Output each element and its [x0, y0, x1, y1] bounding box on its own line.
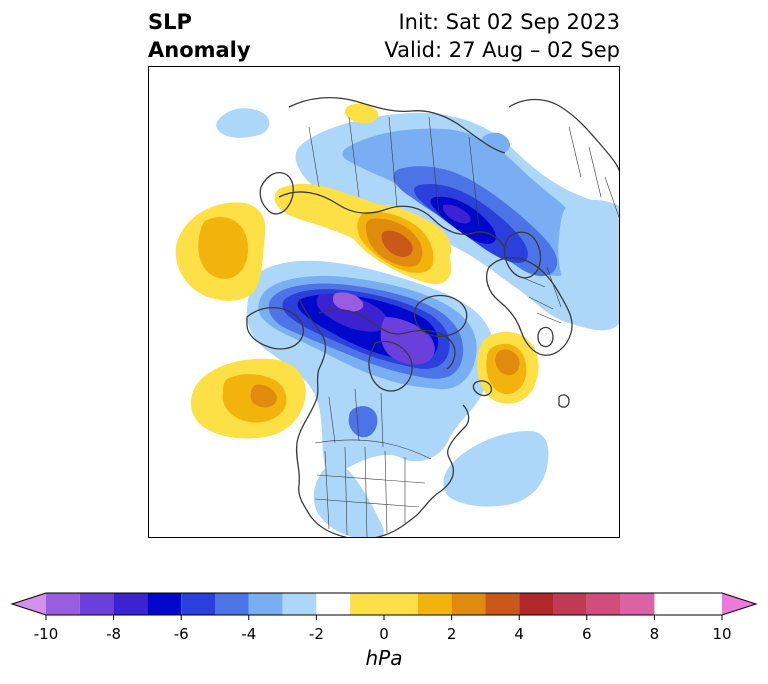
high-atlantic-pos3	[495, 349, 520, 375]
colorbar-tick-label: -6	[174, 625, 189, 643]
coast-atlantic-islands	[558, 394, 570, 408]
coast-hudson-bay	[368, 340, 413, 392]
border-us-states-4	[384, 450, 388, 534]
border-asia-countries	[568, 126, 619, 218]
colorbar-tick-label: 4	[514, 625, 524, 643]
border-us-states-1	[324, 450, 330, 530]
coast-asia-east	[508, 98, 619, 172]
anomaly-map	[148, 66, 620, 538]
border-us-states-2	[344, 446, 348, 536]
colorbar-cell	[451, 593, 486, 615]
colorbar-cell	[79, 593, 114, 615]
colorbar-tick-label: 8	[650, 625, 660, 643]
border-us-states-7	[314, 498, 420, 508]
low-eurasia-neg2b	[481, 132, 511, 154]
border-us-states-6	[316, 474, 426, 484]
coast-scandinavia	[503, 231, 542, 279]
colorbar-cell	[147, 593, 182, 615]
colorbar-cell	[417, 593, 452, 615]
colorbar: -10 -8 -6 -4 -2 0 2 4 6 8 10	[10, 592, 758, 643]
border-canada-provinces	[328, 388, 384, 448]
colorbar-tick-label: -4	[241, 625, 256, 643]
colorbar-under-extension	[12, 593, 46, 615]
colorbar-cells	[10, 592, 758, 616]
anomaly-map-svg	[175, 97, 619, 537]
colorbar-cell	[215, 593, 249, 615]
coast-greenland	[413, 294, 468, 338]
coast-russia-north	[288, 97, 506, 154]
coast-kamchatka	[259, 172, 294, 215]
anomaly-fields	[175, 103, 619, 537]
map-title: SLP Anomaly	[148, 8, 251, 64]
colorbar-tick-label: -2	[309, 625, 324, 643]
colorbar-cell	[316, 593, 351, 615]
coast-alaska	[246, 306, 304, 350]
high-north-pos1	[345, 103, 379, 123]
colorbar-cell	[181, 593, 215, 615]
high-west-pos2	[198, 216, 249, 279]
colorbar-cell	[620, 593, 655, 615]
border-europe-countries	[520, 266, 562, 324]
colorbar-cell	[46, 593, 80, 615]
colorbar-cell	[553, 593, 587, 615]
colorbar-over-extension	[722, 593, 756, 615]
colorbar-cell	[282, 593, 317, 615]
colorbar-ticks: -10 -8 -6 -4 -2 0 2 4 6 8 10	[34, 615, 732, 643]
colorbar-cell	[248, 593, 283, 615]
coast-iceland	[472, 380, 493, 397]
valid-range: Valid: 27 Aug – 02 Sep	[384, 38, 620, 62]
coast-north-america	[295, 298, 470, 537]
coast-canadian-arctic	[318, 308, 456, 370]
low-alaska-neg6	[316, 294, 388, 332]
low-alaska-neg8	[333, 292, 364, 312]
colorbar-cell	[519, 593, 553, 615]
low-eurasia-neg1b	[558, 200, 619, 307]
low-eurasia-neg6	[443, 204, 471, 224]
low-arctic-west-neg1	[216, 108, 270, 138]
date-info: Init: Sat 02 Sep 2023 Valid: 27 Aug – 02…	[384, 8, 620, 64]
colorbar-cell	[113, 593, 148, 615]
political-borders	[308, 116, 619, 537]
variable-name: SLP	[148, 10, 192, 34]
coast-british-isles	[537, 326, 554, 348]
colorbar-tick-label: 6	[582, 625, 592, 643]
colorbar-cell	[485, 593, 520, 615]
colorbar-unit-label: hPa	[365, 646, 403, 670]
init-date: Init: Sat 02 Sep 2023	[398, 10, 620, 34]
colorbar-cell	[586, 593, 621, 615]
low-tail-neg1	[313, 464, 384, 537]
colorbar-tick-label: -8	[106, 625, 121, 643]
low-tail-neg3	[348, 406, 378, 438]
high-pacific-pos3	[250, 384, 277, 408]
colorbar-tick-label: 2	[447, 625, 457, 643]
coastlines	[246, 97, 619, 537]
colorbar-tick-label: -10	[34, 625, 59, 643]
border-russia-regions	[308, 116, 480, 228]
variable-type: Anomaly	[148, 38, 251, 62]
colorbar-tick-label: 10	[712, 625, 731, 643]
border-us-states-3	[364, 446, 368, 537]
colorbar-tick-label: 0	[379, 625, 389, 643]
colorbar-cell	[350, 593, 418, 615]
coast-siberia	[278, 191, 506, 250]
low-atlantic-neg1	[443, 431, 549, 507]
high-siberia-pos4	[381, 230, 413, 257]
coast-europe	[485, 256, 573, 356]
